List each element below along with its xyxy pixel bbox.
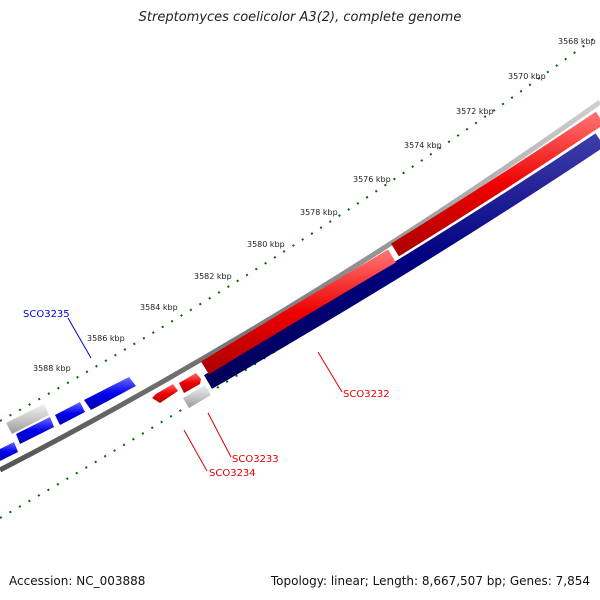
- tick-label: 3570 kbp: [508, 72, 546, 81]
- leader-sco3233: [207, 412, 232, 458]
- cds-track: [204, 133, 600, 389]
- gene-blue-4: [0, 442, 18, 461]
- tick-label: 3586 kbp: [87, 334, 125, 343]
- gene-grey-small: [183, 385, 211, 408]
- leader-sco3234: [183, 429, 208, 472]
- scale-labels: 3568 kbp 3570 kbp 3572 kbp 3574 kbp 3576…: [33, 37, 596, 373]
- backbone: [0, 99, 600, 473]
- tick-label: 3582 kbp: [194, 272, 232, 281]
- tick-label: 3568 kbp: [558, 37, 596, 46]
- gene-sco3233: [179, 373, 201, 393]
- tick-label: 3578 kbp: [300, 208, 338, 217]
- gene-blue-2: [55, 402, 85, 425]
- leader-sco3232: [317, 351, 343, 393]
- gene-sco3234: [152, 384, 178, 403]
- tick-label: 3588 kbp: [33, 364, 71, 373]
- gene-label-sco3234[interactable]: SCO3234: [209, 468, 256, 479]
- gene-blue-1: [84, 377, 136, 410]
- gene-blue-3: [16, 417, 54, 444]
- tick-label: 3580 kbp: [247, 240, 285, 249]
- genome-summary: Topology: linear; Length: 8,667,507 bp; …: [270, 574, 590, 588]
- gene-label-sco3232[interactable]: SCO3232: [343, 389, 390, 400]
- scale-dots-upper: [0, 33, 600, 422]
- gene-grey-left: [6, 404, 49, 434]
- map-title: Streptomyces coelicolor A3(2), complete …: [138, 10, 462, 25]
- gene-label-sco3233[interactable]: SCO3233: [232, 454, 279, 465]
- tick-label: 3576 kbp: [353, 175, 391, 184]
- tick-label: 3572 kbp: [456, 107, 494, 116]
- tick-label: 3584 kbp: [140, 303, 178, 312]
- gene-sco3232-upper: [391, 111, 600, 257]
- gene-label-sco3235[interactable]: SCO3235: [23, 309, 70, 320]
- leader-sco3235: [67, 317, 92, 359]
- gene-sco3232-lower: [201, 249, 396, 375]
- tick-label: 3574 kbp: [404, 141, 442, 150]
- accession-text: Accession: NC_003888: [9, 574, 146, 588]
